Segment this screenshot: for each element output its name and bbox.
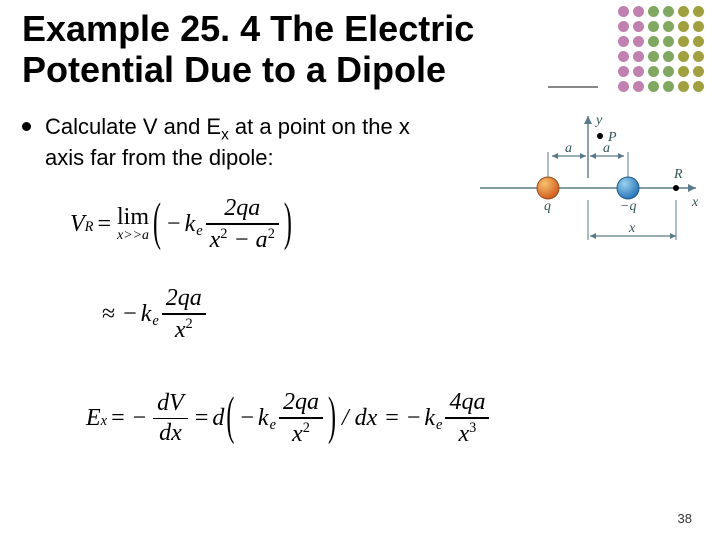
- dipole-diagram: yxaaxPq−qR: [472, 108, 704, 278]
- equation-approx: ≈ − ke 2qa x2: [98, 286, 209, 343]
- svg-text:x: x: [691, 195, 699, 210]
- page-number: 38: [678, 511, 692, 526]
- equation-ex: Ex = − dV dx = d ( − ke 2qa x2 ) / dx = …: [86, 390, 492, 447]
- svg-text:q: q: [544, 199, 551, 214]
- bullet-icon: [22, 122, 31, 131]
- svg-text:a: a: [565, 141, 572, 156]
- svg-text:−q: −q: [620, 199, 636, 214]
- accent-dot-grid: [618, 6, 706, 94]
- equation-vr: VR = lim x>>a ( − ke 2qa x2 − a2 ): [70, 196, 294, 253]
- slide-title: Example 25. 4 The Electric Potential Due…: [22, 8, 522, 91]
- svg-text:R: R: [673, 167, 683, 182]
- bullet-text: Calculate V and Ex at a point on the x a…: [45, 114, 442, 171]
- svg-text:P: P: [607, 130, 617, 145]
- title-underline-accent: [548, 86, 598, 88]
- svg-text:y: y: [594, 113, 603, 128]
- svg-text:x: x: [628, 221, 636, 236]
- bullet-row: Calculate V and Ex at a point on the x a…: [22, 114, 442, 171]
